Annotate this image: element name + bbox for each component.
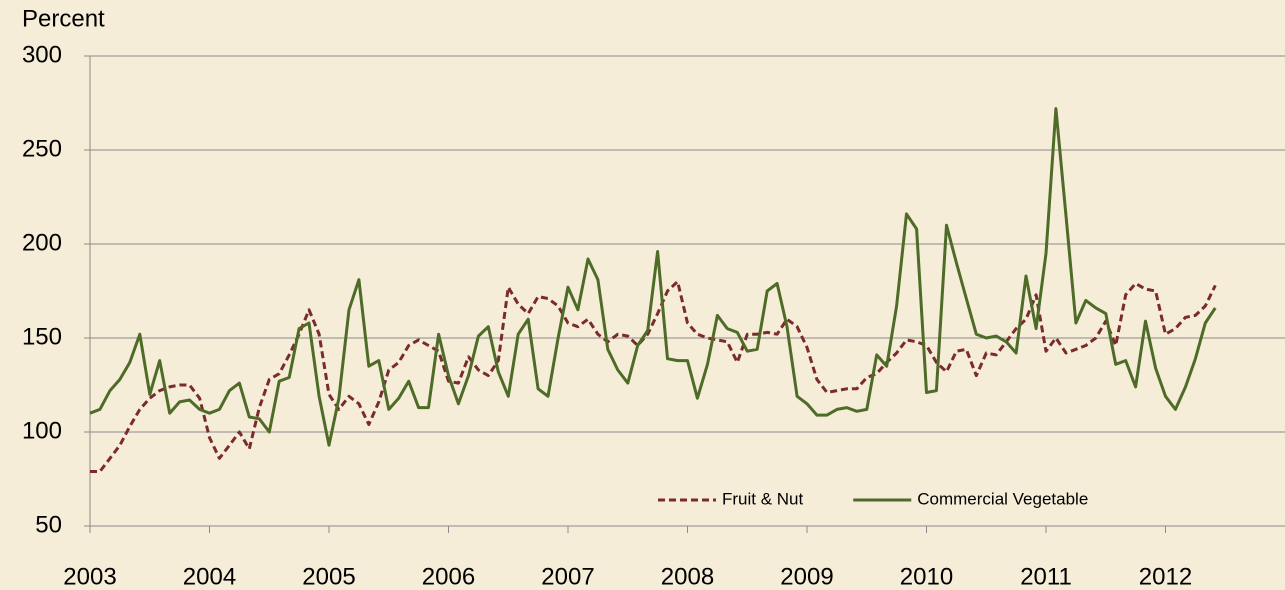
x-tick-label: 2012	[1139, 563, 1192, 590]
y-tick-label: 300	[22, 41, 62, 68]
x-tick-label: 2007	[541, 563, 594, 590]
x-tick-label: 2003	[63, 563, 116, 590]
x-tick-label: 2010	[900, 563, 953, 590]
x-tick-label: 2006	[422, 563, 475, 590]
legend-label: Commercial Vegetable	[917, 489, 1088, 508]
x-tick-label: 2004	[183, 563, 236, 590]
x-tick-label: 2005	[302, 563, 355, 590]
y-tick-label: 100	[22, 417, 62, 444]
y-tick-label: 150	[22, 323, 62, 350]
series-line	[89, 107, 1217, 447]
x-tick-label: 2009	[780, 563, 833, 590]
y-tick-label: 50	[35, 511, 62, 538]
x-tick-label: 2008	[661, 563, 714, 590]
legend-label: Fruit & Nut	[722, 489, 804, 508]
y-axis-label: Percent	[22, 5, 105, 32]
series-line	[90, 280, 1217, 473]
y-tick-label: 200	[22, 229, 62, 256]
x-tick-label: 2011	[1020, 563, 1072, 590]
y-tick-label: 250	[22, 135, 62, 162]
